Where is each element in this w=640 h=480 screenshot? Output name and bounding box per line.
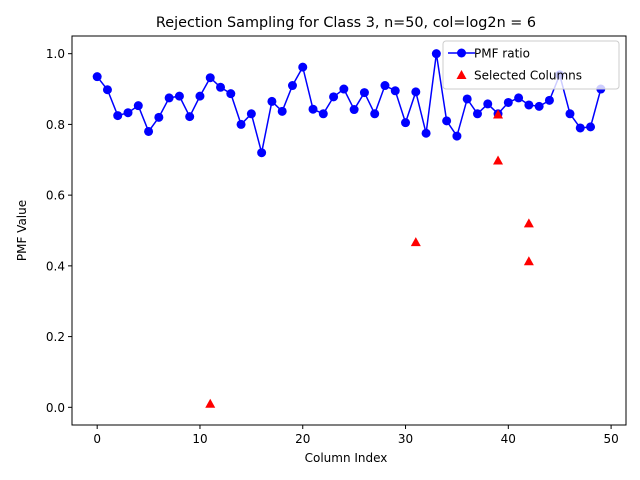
pmf-ratio-point [329, 92, 339, 102]
x-tick-label: 20 [295, 432, 310, 446]
pmf-ratio-point [308, 104, 318, 114]
pmf-ratio-point [339, 84, 349, 94]
legend-triangle-marker [456, 70, 467, 79]
legend-label-pmf-ratio: PMF ratio [474, 47, 530, 61]
x-axis-label: Column Index [305, 451, 388, 465]
pmf-ratio-point [236, 119, 246, 129]
pmf-ratio-point [544, 95, 554, 105]
y-tick-label: 0.4 [46, 259, 65, 273]
pmf-ratio-point [226, 89, 236, 99]
pmf-ratio-point [483, 99, 493, 109]
plot-frame [71, 35, 627, 426]
y-tick-label: 0.6 [46, 189, 65, 203]
pmf-ratio-point [195, 91, 205, 101]
selected-column-marker [523, 218, 534, 228]
pmf-ratio-point [442, 116, 452, 126]
pmf-ratio-point [144, 126, 154, 136]
pmf-ratio-point [298, 62, 308, 72]
pmf-ratio-point [390, 86, 400, 96]
pmf-ratio-point [185, 112, 195, 122]
selected-column-marker [410, 237, 421, 247]
axis-layer: 0 10 20 30 40 50 0.0 0.2 0.4 0.6 0.8 1.0 [46, 47, 619, 446]
chart-title: Rejection Sampling for Class 3, n=50, co… [156, 15, 536, 31]
pmf-ratio-point [164, 93, 174, 103]
pmf-ratio-point [462, 94, 472, 104]
x-tick-label: 10 [192, 432, 207, 446]
pmf-ratio-point [246, 109, 256, 119]
legend-circle-marker [457, 48, 466, 58]
legend: PMF ratio Selected Columns [442, 40, 620, 90]
pmf-ratio-point [257, 148, 267, 158]
pmf-ratio-point [359, 88, 369, 98]
selected-column-marker [493, 155, 504, 165]
pmf-ratio-point [452, 131, 462, 141]
y-tick-label: 0.2 [46, 330, 65, 344]
x-tick-label: 0 [93, 432, 101, 446]
pmf-ratio-point [318, 109, 328, 119]
y-tick-label: 0.0 [46, 401, 65, 415]
pmf-ratio-point [421, 128, 431, 138]
pmf-ratio-point [216, 82, 226, 92]
legend-label-selected-columns: Selected Columns [474, 69, 582, 83]
pmf-ratio-point [380, 81, 390, 91]
pmf-ratio-point [133, 101, 143, 111]
pmf-ratio-point [349, 105, 359, 115]
pmf-ratio-point [277, 106, 287, 116]
y-tick-label: 1.0 [46, 47, 65, 61]
selected-column-marker [493, 109, 504, 119]
pmf-ratio-point [586, 122, 596, 132]
pmf-ratio-point [174, 91, 184, 101]
pmf-ratio-point [370, 109, 380, 119]
legend-box [442, 40, 620, 90]
selected-column-marker [523, 256, 534, 266]
x-tick-label: 30 [398, 432, 413, 446]
pmf-ratio-point [154, 112, 164, 122]
x-tick-label: 40 [501, 432, 516, 446]
pmf-ratio-point [113, 111, 123, 121]
pmf-ratio-point [205, 73, 215, 83]
pmf-ratio-point [267, 96, 277, 106]
pmf-ratio-point [514, 93, 524, 103]
pmf-ratio-point [411, 87, 421, 97]
pmf-ratio-point [524, 100, 534, 110]
y-axis-label: PMF Value [15, 200, 29, 261]
x-tick-label: 50 [603, 432, 618, 446]
pmf-ratio-point [503, 97, 513, 107]
pmf-ratio-point [287, 81, 297, 91]
pmf-ratio-point [123, 108, 133, 118]
pmf-ratio-point [102, 85, 112, 95]
pmf-ratio-point [401, 118, 411, 128]
pmf-ratio-point [534, 101, 544, 111]
selected-column-marker [205, 398, 216, 408]
pmf-ratio-point [575, 123, 585, 133]
pmf-ratio-point [431, 49, 441, 59]
pmf-ratio-point [565, 109, 575, 119]
pmf-ratio-point [92, 72, 102, 82]
y-tick-label: 0.8 [46, 118, 65, 132]
series-layer [92, 49, 606, 408]
pmf-ratio-point [472, 109, 482, 119]
